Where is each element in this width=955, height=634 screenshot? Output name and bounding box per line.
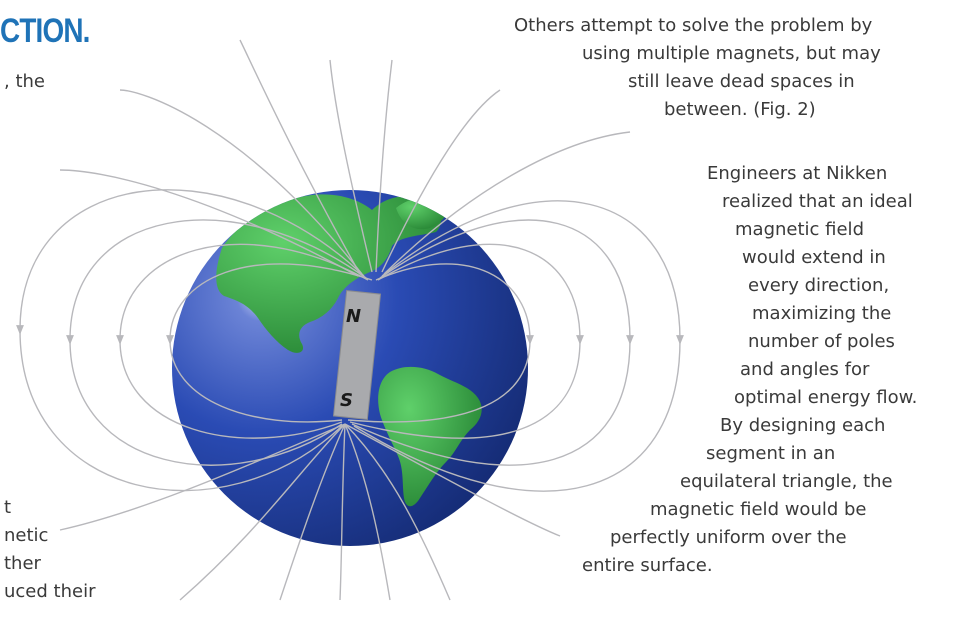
north-pole-label: N — [346, 306, 361, 327]
field-line — [59, 169, 359, 277]
left-text-line: netic — [4, 525, 49, 546]
field-line — [119, 89, 363, 275]
field-line — [329, 59, 373, 273]
paragraph2-line: Engineers at Nikken — [707, 163, 888, 184]
paragraph2-line: optimal energy flow. — [734, 387, 918, 408]
field-line — [59, 423, 346, 531]
paragraph1-line: Others attempt to solve the problem by — [514, 15, 873, 36]
paragraph2-line: perfectly uniform over the — [610, 527, 847, 548]
north-america — [216, 194, 441, 353]
field-line — [381, 89, 501, 273]
paragraph2-line: and angles for — [740, 359, 870, 380]
field-line — [279, 423, 346, 601]
left-text-line: ther — [4, 553, 41, 574]
field-line — [344, 423, 391, 601]
south-pole-label: S — [340, 390, 353, 411]
field-line — [166, 263, 373, 423]
field-line — [349, 243, 584, 439]
field-line — [351, 219, 634, 466]
paragraph1-line: using multiple magnets, but may — [582, 43, 881, 64]
paragraph2-line: realized that an ideal — [722, 191, 913, 212]
paragraph2-line: would extend in — [742, 247, 886, 268]
left-text-line: , the — [4, 71, 45, 92]
paragraph2-line: equilateral triangle, the — [680, 471, 893, 492]
paragraph2-line: every direction, — [748, 275, 890, 296]
paragraph2-line: By designing each — [720, 415, 886, 436]
field-line — [344, 423, 451, 601]
paragraph2-line: segment in an — [706, 443, 836, 464]
field-line — [344, 423, 561, 537]
paragraph2-line: magnetic field would be — [650, 499, 867, 520]
left-text-line: uced their — [4, 581, 96, 602]
field-line — [239, 39, 361, 275]
bar-magnet: N S — [332, 290, 382, 420]
paragraph2-line: entire surface. — [582, 555, 713, 576]
field-line — [16, 189, 365, 492]
field-line — [383, 131, 631, 275]
field-line — [347, 263, 534, 423]
field-line — [179, 423, 346, 601]
magnet-body — [332, 290, 382, 420]
paragraph2-line: number of poles — [748, 331, 895, 352]
left-text-line: t — [4, 497, 12, 518]
field-line — [116, 243, 369, 439]
paragraph1-line: between. (Fig. 2) — [664, 99, 816, 120]
field-line — [66, 219, 367, 466]
field-line — [353, 200, 684, 492]
paragraph2-line: magnetic field — [735, 219, 864, 240]
field-lines — [16, 39, 684, 601]
paragraph2-line: maximizing the — [752, 303, 892, 324]
section-heading: CTION. — [0, 12, 90, 50]
field-line — [375, 59, 393, 273]
paragraph1-line: still leave dead spaces in — [628, 71, 855, 92]
field-line — [339, 423, 346, 601]
